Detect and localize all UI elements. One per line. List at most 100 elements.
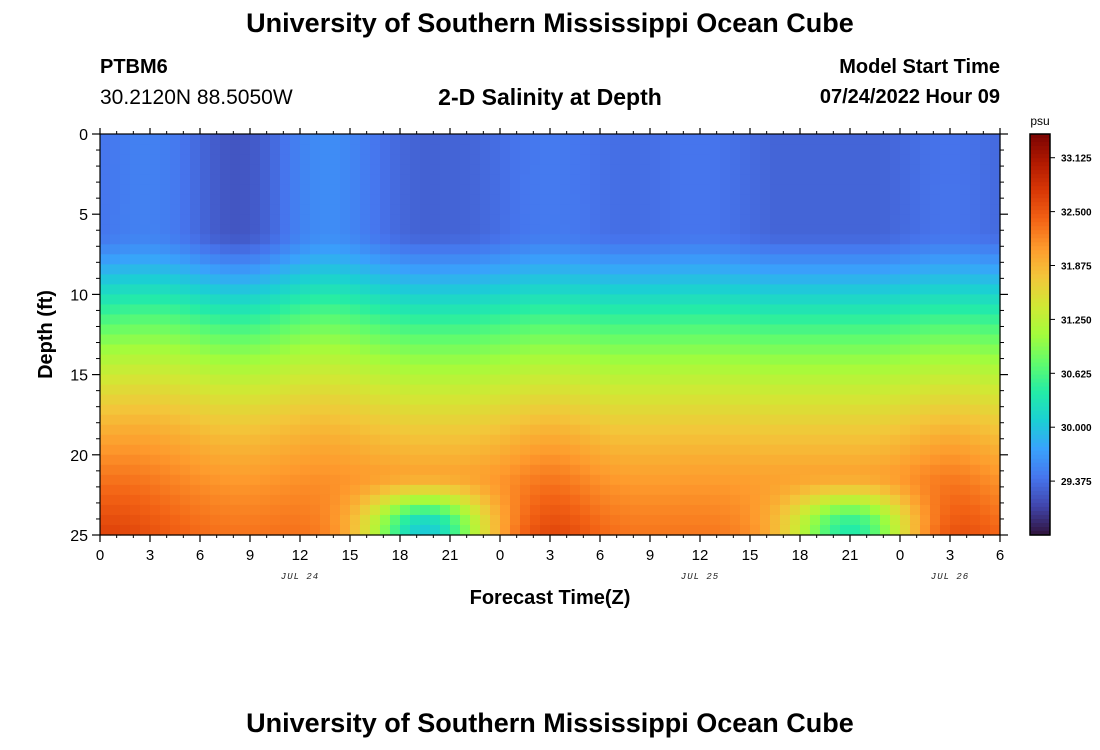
heatmap-cell (230, 514, 241, 526)
heatmap-cell (560, 524, 571, 536)
heatmap-cell (920, 234, 931, 245)
heatmap-cell (770, 374, 781, 386)
heatmap-cell (670, 234, 681, 245)
heatmap-cell (560, 464, 571, 476)
heatmap-cell (300, 354, 311, 366)
heatmap-cell (550, 354, 561, 366)
heatmap-cell (700, 274, 711, 285)
heatmap-cell (870, 424, 881, 436)
heatmap-cell (520, 394, 531, 406)
heatmap-cell (820, 374, 831, 386)
heatmap-cell (560, 214, 571, 225)
heatmap-cell (350, 274, 361, 285)
heatmap-cell (110, 514, 121, 526)
heatmap-cell (220, 194, 231, 205)
heatmap-cell (760, 384, 771, 396)
heatmap-cell (570, 134, 581, 145)
heatmap-cell (410, 134, 421, 145)
heatmap-cell (690, 364, 701, 376)
heatmap-cell (830, 414, 841, 426)
heatmap-cell (760, 374, 771, 386)
heatmap-cell (130, 314, 141, 326)
heatmap-cell (120, 134, 131, 145)
heatmap-cell (780, 264, 791, 275)
heatmap-cell (290, 184, 301, 195)
heatmap-cell (800, 394, 811, 406)
heatmap-cell (180, 234, 191, 245)
heatmap-cell (370, 514, 381, 526)
heatmap-cell (330, 414, 341, 426)
heatmap-cell (860, 384, 871, 396)
heatmap-cell (100, 514, 111, 526)
heatmap-cell (860, 464, 871, 476)
model-start-value: 07/24/2022 Hour 09 (819, 86, 1000, 108)
heatmap-cell (440, 314, 451, 326)
heatmap-cell (800, 484, 811, 496)
heatmap-cell (290, 204, 301, 215)
heatmap-cell (440, 154, 451, 165)
heatmap-cell (410, 204, 421, 215)
heatmap-cell (480, 354, 491, 366)
heatmap-cell (200, 134, 211, 145)
heatmap-cell (300, 164, 311, 175)
x-tick-label: 18 (792, 547, 809, 564)
heatmap-cell (370, 334, 381, 346)
heatmap-cell (650, 464, 661, 476)
heatmap-cell (830, 484, 841, 496)
heatmap-cell (460, 414, 471, 426)
heatmap-cell (370, 224, 381, 235)
heatmap-cell (940, 194, 951, 205)
heatmap-cell (180, 374, 191, 386)
heatmap-cell (810, 354, 821, 366)
heatmap-cell (500, 334, 511, 346)
heatmap-cell (750, 414, 761, 426)
heatmap-cell (480, 524, 491, 536)
heatmap-cell (260, 314, 271, 326)
heatmap-cell (860, 374, 871, 386)
heatmap-cell (300, 344, 311, 356)
heatmap-cell (500, 424, 511, 436)
heatmap-cell (520, 474, 531, 486)
heatmap-cell (540, 314, 551, 326)
heatmap-cell (860, 314, 871, 326)
heatmap-cell (290, 354, 301, 366)
heatmap-cell (960, 344, 971, 356)
heatmap-cell (280, 444, 291, 456)
heatmap-cell (290, 324, 301, 336)
heatmap-cell (530, 304, 541, 316)
heatmap-cell (400, 234, 411, 245)
heatmap-cell (590, 204, 601, 215)
heatmap-cell (560, 414, 571, 426)
heatmap-cell (530, 274, 541, 285)
heatmap-cell (860, 254, 871, 265)
heatmap-cell (800, 414, 811, 426)
heatmap-cell (170, 484, 181, 496)
heatmap-cell (210, 174, 221, 185)
heatmap-cell (200, 224, 211, 235)
heatmap-cell (350, 164, 361, 175)
heatmap-cell (640, 214, 651, 225)
heatmap-cell (550, 134, 561, 145)
heatmap-cell (700, 314, 711, 326)
heatmap-cell (550, 184, 561, 195)
heatmap-cell (920, 254, 931, 265)
heatmap-cell (130, 164, 141, 175)
colorbar-segment (1030, 462, 1050, 468)
heatmap-cell (700, 184, 711, 195)
heatmap-cell (960, 134, 971, 145)
heatmap-cell (960, 154, 971, 165)
heatmap-cell (800, 424, 811, 436)
heatmap-cell (420, 284, 431, 296)
heatmap-cell (430, 384, 441, 396)
heatmap-cell (470, 224, 481, 235)
heatmap-cell (770, 314, 781, 326)
heatmap-cell (550, 384, 561, 396)
heatmap-cell (180, 134, 191, 145)
heatmap-cell (520, 274, 531, 285)
heatmap-cell (540, 204, 551, 215)
heatmap-cell (290, 334, 301, 346)
heatmap-cell (360, 324, 371, 336)
heatmap-cell (820, 224, 831, 235)
heatmap-cell (500, 254, 511, 265)
heatmap-cell (910, 344, 921, 356)
